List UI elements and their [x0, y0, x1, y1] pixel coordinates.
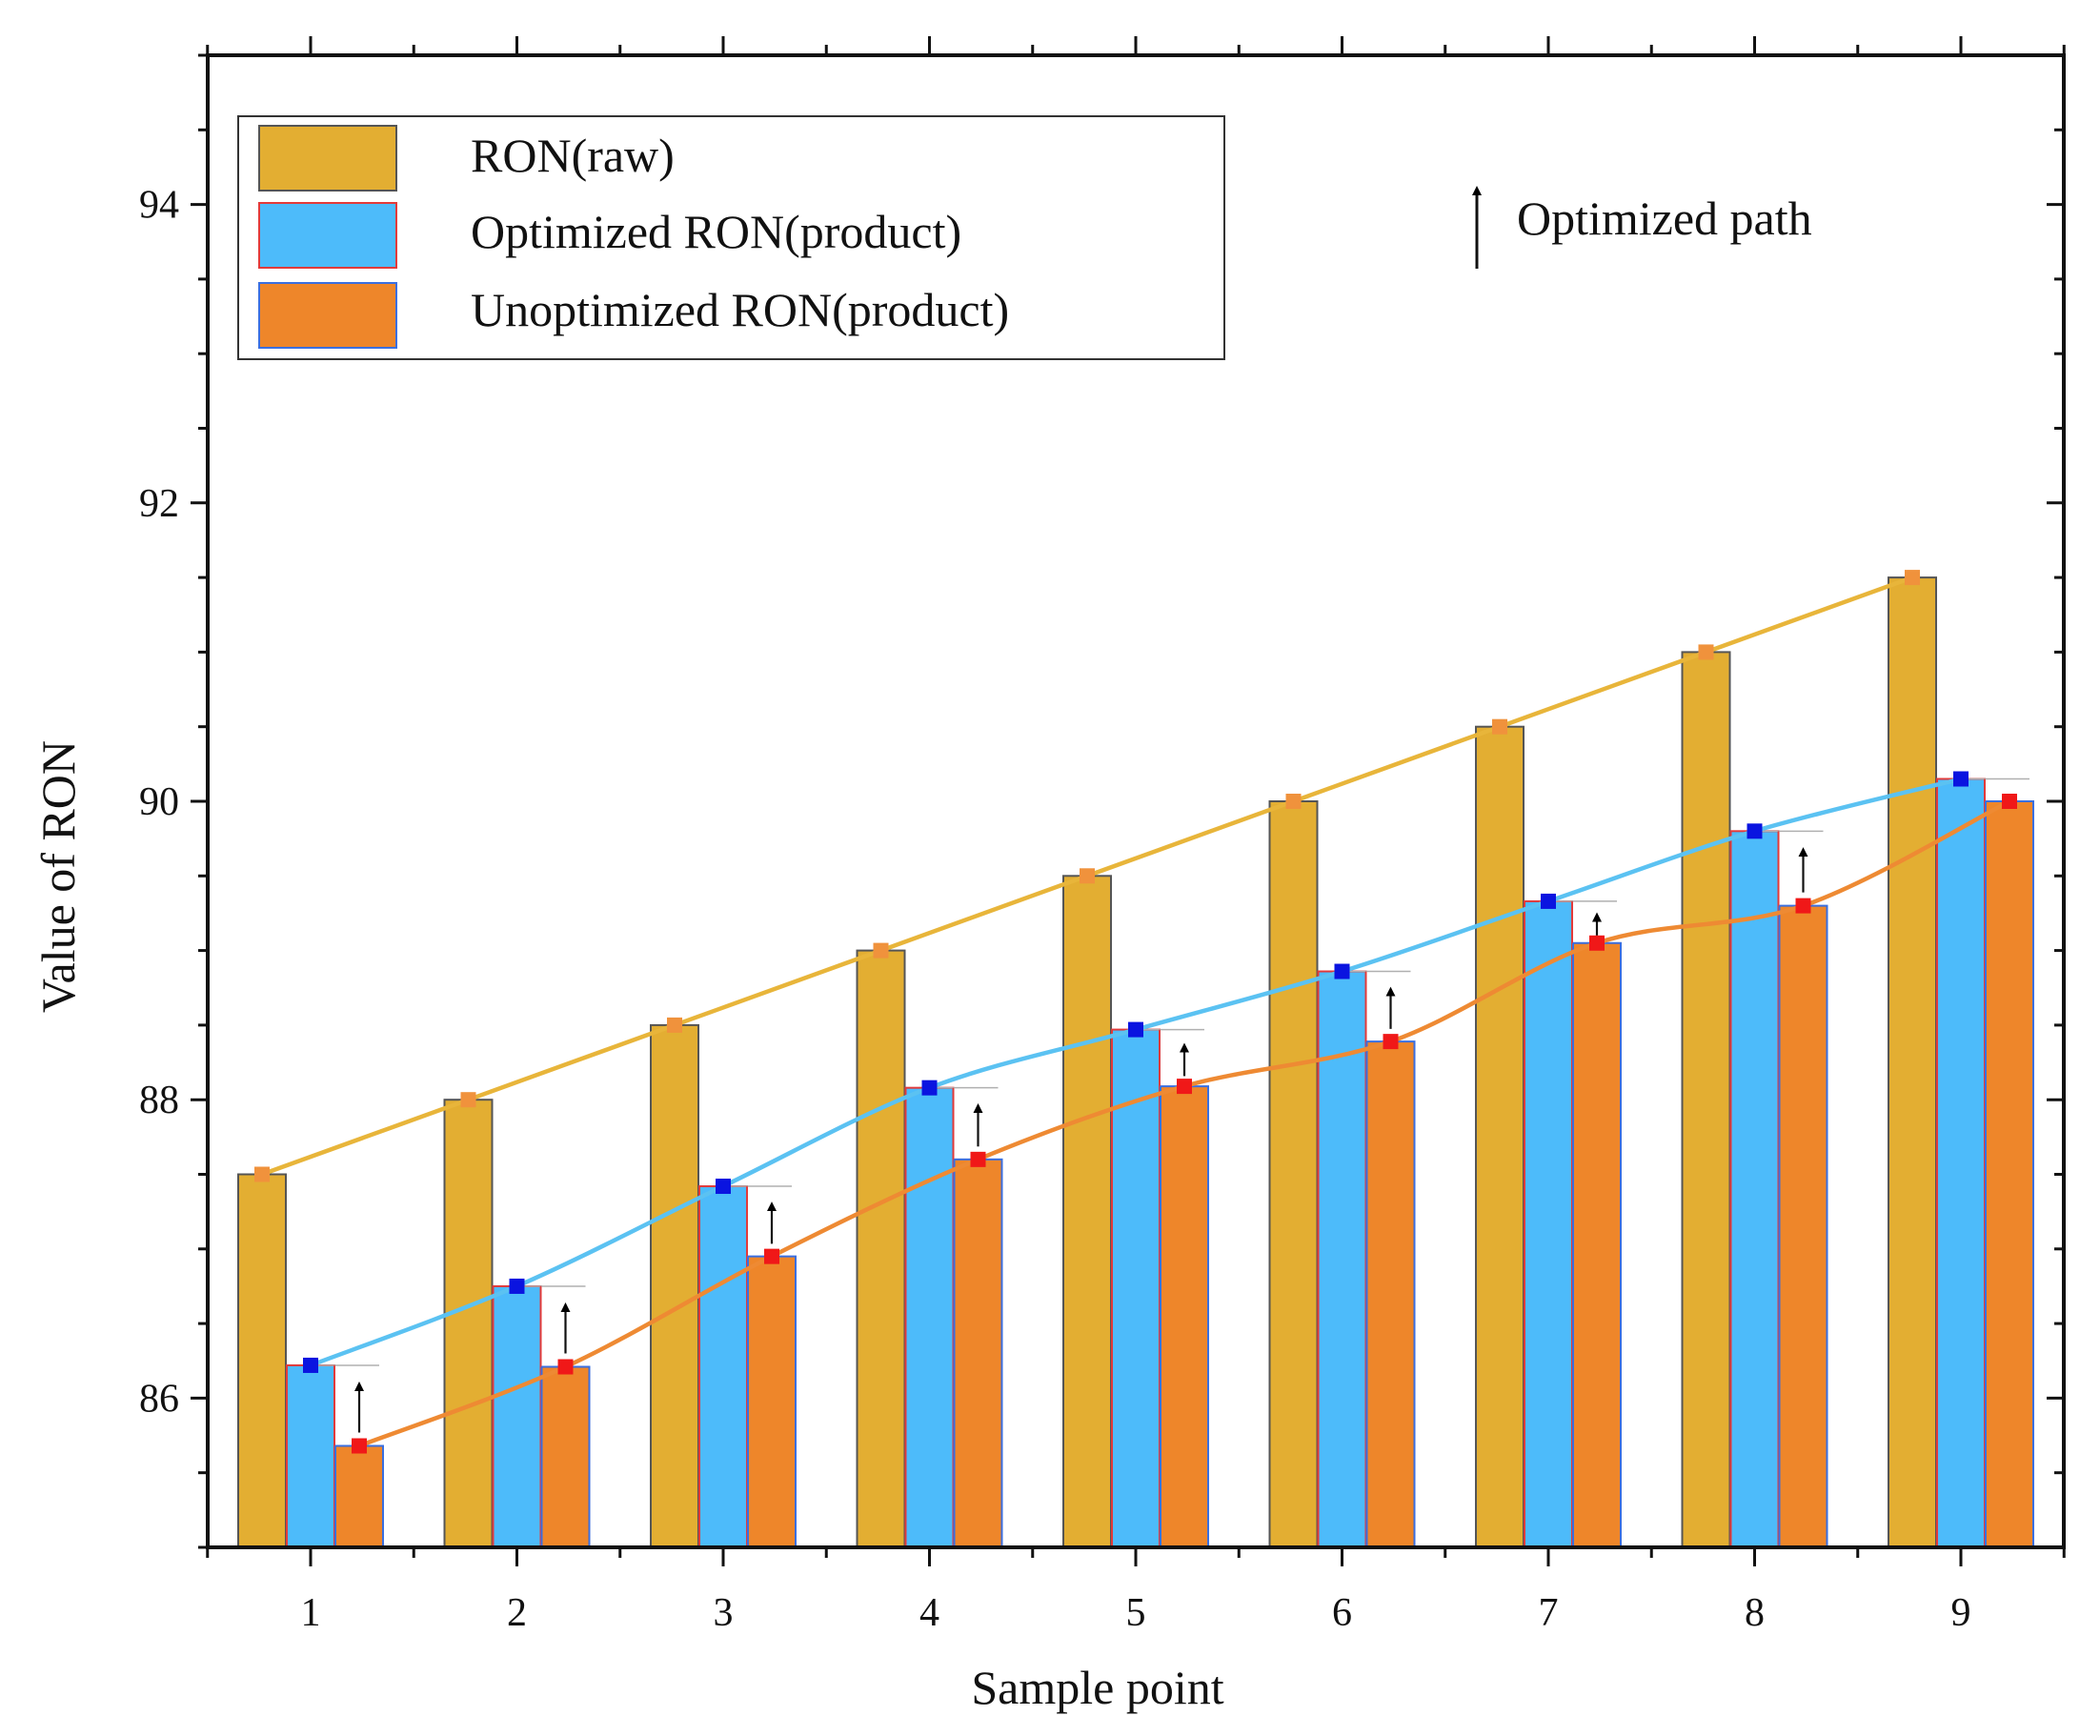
x-tick-label: 8	[1745, 1591, 1765, 1635]
marker-series1-point1	[254, 1166, 270, 1182]
legend-label-unoptimized: Unoptimized RON(product)	[471, 283, 1009, 336]
bar-series3-point5	[1160, 1085, 1209, 1548]
marker-series3-point6	[1383, 1034, 1399, 1050]
bar-series3-point3	[747, 1255, 797, 1548]
bar-series2-point7	[1524, 899, 1573, 1548]
marker-series3-point1	[352, 1438, 367, 1454]
x-tick-label: 4	[919, 1591, 939, 1635]
marker-series3-point7	[1589, 935, 1605, 951]
bar-series3-point6	[1365, 1040, 1416, 1548]
bar-series2-point4	[904, 1086, 955, 1548]
marker-series2-point1	[303, 1357, 318, 1373]
legend-swatch-unoptimized	[258, 282, 397, 349]
y-axis-title: Value of RON	[31, 740, 85, 1013]
marker-series3-point3	[764, 1248, 779, 1264]
marker-series1-point4	[873, 942, 889, 959]
bar-series2-point3	[698, 1185, 748, 1548]
bar-series1-point6	[1268, 800, 1319, 1548]
marker-series1-point3	[667, 1017, 682, 1033]
x-tick-label: 3	[714, 1591, 734, 1635]
marker-series1-point6	[1285, 794, 1302, 809]
y-tick-label: 88	[139, 1079, 179, 1122]
legend-label-optimized: Optimized RON(product)	[471, 205, 961, 258]
bar-series1-point9	[1888, 576, 1937, 1548]
bar-series2-point8	[1729, 830, 1780, 1548]
marker-series2-point3	[716, 1179, 731, 1195]
x-tick-label: 7	[1539, 1591, 1559, 1635]
legend-box	[237, 115, 1225, 360]
bar-series3-point9	[1985, 800, 2034, 1548]
y-tick-label: 94	[139, 184, 179, 228]
bar-series2-point1	[286, 1363, 335, 1548]
bar-series1-point8	[1681, 651, 1731, 1548]
marker-series2-point9	[1953, 771, 1969, 787]
marker-series3-point8	[1795, 898, 1811, 914]
bar-series1-point2	[443, 1099, 494, 1548]
marker-series1-point5	[1080, 868, 1095, 884]
bar-series1-point1	[237, 1173, 287, 1548]
marker-series3-point4	[970, 1151, 986, 1167]
axis-layer: 86 88 90 92 94 1 2 3 4 5 6 7 8 9	[139, 36, 2066, 1635]
plot-layer	[237, 570, 2034, 1549]
optimized-path-annotation: Optimized path	[1472, 186, 1812, 269]
legend-swatch-ron-raw	[258, 125, 397, 192]
marker-series1-point8	[1698, 644, 1714, 660]
bar-series1-point5	[1062, 875, 1112, 1548]
marker-series1-point2	[460, 1092, 476, 1108]
bar-series2-point6	[1317, 970, 1367, 1548]
marker-series2-point2	[509, 1278, 525, 1294]
bar-series3-point8	[1778, 904, 1828, 1548]
y-tick-label: 92	[139, 482, 179, 526]
bar-series1-point7	[1475, 725, 1525, 1548]
legend-swatch-optimized	[258, 202, 397, 269]
bar-series3-point7	[1572, 941, 1622, 1548]
x-tick-label: 6	[1332, 1591, 1352, 1635]
marker-series1-point7	[1492, 718, 1507, 735]
marker-series2-point7	[1541, 893, 1556, 909]
marker-series3-point2	[557, 1359, 574, 1375]
bar-series1-point3	[650, 1023, 699, 1548]
bar-series2-point9	[1936, 777, 1986, 1548]
marker-series3-point5	[1177, 1079, 1192, 1095]
bar-series1-point4	[856, 949, 906, 1548]
marker-series2-point4	[921, 1080, 938, 1096]
y-tick-label: 90	[139, 780, 179, 824]
bar-series3-point4	[953, 1158, 1003, 1548]
x-tick-label: 9	[1951, 1591, 1971, 1635]
marker-series2-point6	[1334, 963, 1350, 979]
y-tick-label: 86	[139, 1377, 179, 1421]
x-axis-title: Sample point	[971, 1661, 1223, 1714]
legend: RON(raw) Optimized RON(product) Unoptimi…	[237, 115, 1225, 360]
x-tick-label: 5	[1126, 1591, 1146, 1635]
bar-series2-point2	[492, 1284, 542, 1548]
marker-series3-point9	[2002, 794, 2017, 809]
marker-series2-point5	[1128, 1021, 1143, 1038]
bar-series3-point2	[540, 1365, 591, 1549]
x-tick-label: 1	[301, 1591, 321, 1635]
x-tick-label: 2	[507, 1591, 527, 1635]
optimized-path-label: Optimized path	[1517, 192, 1812, 245]
marker-series2-point8	[1747, 823, 1763, 839]
bar-series3-point1	[334, 1444, 384, 1548]
marker-series1-point9	[1905, 570, 1920, 586]
legend-label-ron-raw: RON(raw)	[471, 129, 675, 182]
bar-series2-point5	[1111, 1028, 1161, 1548]
